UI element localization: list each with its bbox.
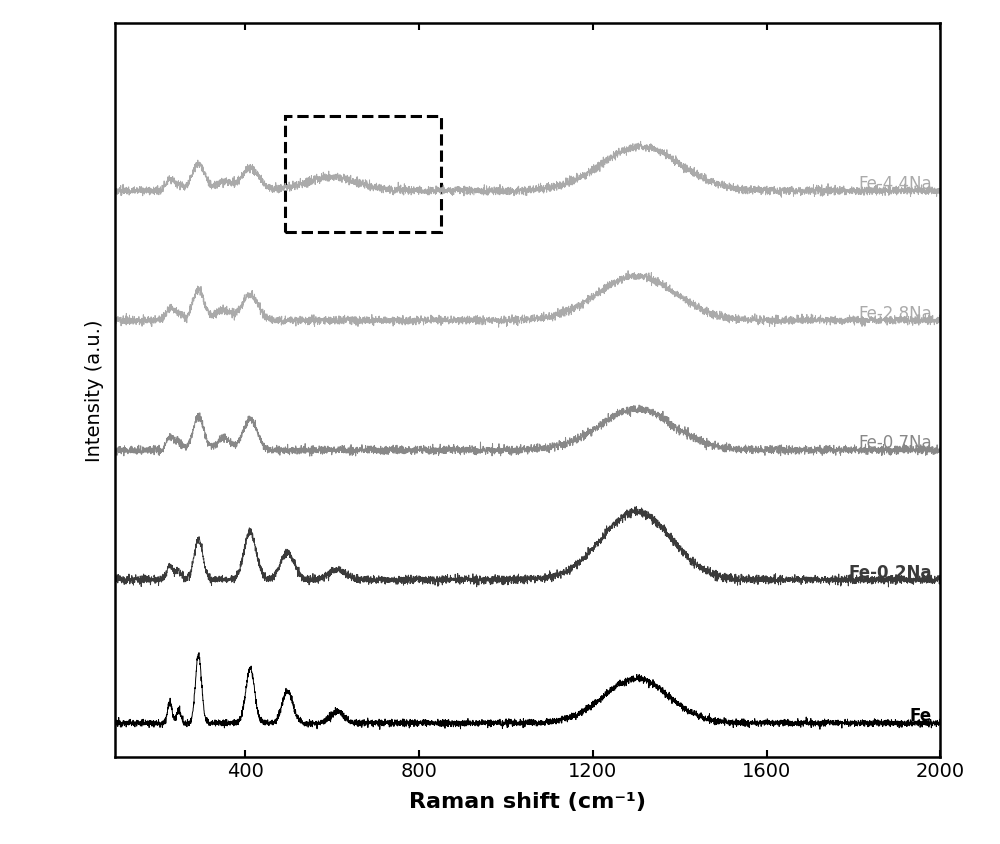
Text: Fe-2.8Na: Fe-2.8Na [858,305,932,322]
Text: Fe-0.2Na: Fe-0.2Na [848,564,932,582]
Text: Fe-4.4Na: Fe-4.4Na [858,175,932,192]
Text: Fe: Fe [910,707,932,725]
Y-axis label: Intensity (a.u.): Intensity (a.u.) [85,319,104,462]
X-axis label: Raman shift (cm⁻¹): Raman shift (cm⁻¹) [409,793,646,812]
Text: Fe-0.7Na: Fe-0.7Na [858,434,932,452]
Bar [285,116,441,231]
